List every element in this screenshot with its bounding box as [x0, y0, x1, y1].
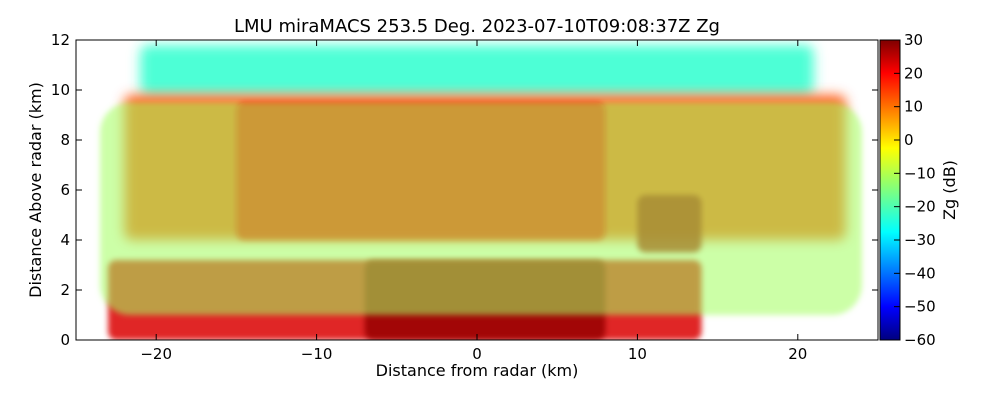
region-cloud-top-echoes: [140, 45, 814, 95]
reflectivity-field: [100, 45, 862, 340]
y-axis-label: Distance Above radar (km): [26, 82, 45, 298]
y-tick-label: 6: [60, 181, 70, 199]
x-tick-label: −20: [140, 345, 172, 363]
y-tick-label: 0: [60, 331, 70, 349]
x-axis: −20 −10 0 10 20: [140, 40, 807, 363]
colorbar-tick-label: −20: [904, 198, 936, 216]
chart-title: LMU miraMACS 253.5 Deg. 2023-07-10T09:08…: [234, 16, 720, 37]
colorbar-label: Zg (dB): [940, 160, 959, 220]
y-tick-label: 10: [51, 81, 70, 99]
x-tick-label: 20: [788, 345, 807, 363]
colorbar-tick-label: −10: [904, 164, 936, 182]
colorbar-tick-label: −60: [904, 331, 936, 349]
x-tick-label: −10: [301, 345, 333, 363]
colorbar: [879, 39, 901, 341]
colorbar-tick-label: −50: [904, 298, 936, 316]
y-tick-label: 2: [60, 281, 70, 299]
y-tick-label: 8: [60, 131, 70, 149]
x-tick-label: 10: [628, 345, 647, 363]
colorbar-axis: −60 −50 −40 −30 −20 −10 0 10 20 30: [894, 31, 936, 349]
x-tick-label: 0: [472, 345, 482, 363]
colorbar-tick-label: 10: [904, 98, 923, 116]
colorbar-tick-label: −30: [904, 231, 936, 249]
x-axis-label: Distance from radar (km): [376, 361, 579, 380]
colorbar-tick-label: 30: [904, 31, 923, 49]
y-axis: 0 2 4 6 8 10 12: [51, 31, 878, 349]
y-tick-label: 4: [60, 231, 70, 249]
colorbar-tick-label: −40: [904, 264, 936, 282]
colorbar-tick-label: 0: [904, 131, 914, 149]
colorbar-tick-label: 20: [904, 64, 923, 82]
region-cloud-edges: [100, 102, 862, 315]
y-tick-label: 12: [51, 31, 70, 49]
